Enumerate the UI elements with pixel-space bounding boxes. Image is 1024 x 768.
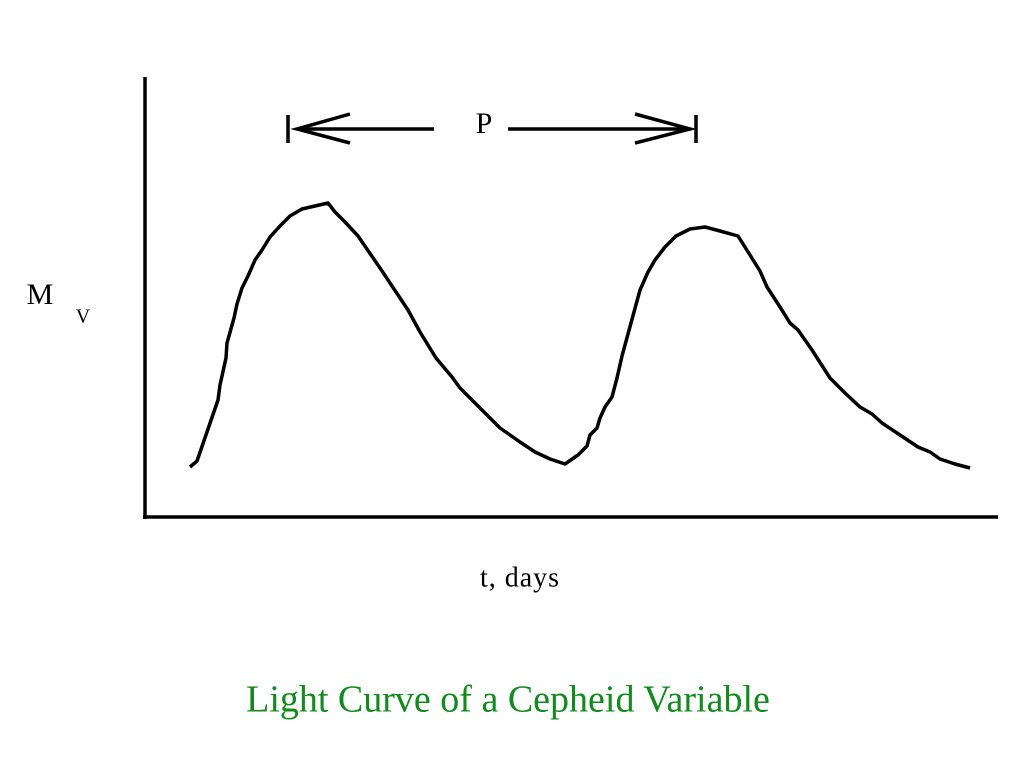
period-arrow <box>286 112 698 145</box>
x-axis-label: t, days <box>480 562 560 593</box>
title: Light Curve of a Cepheid Variable <box>246 679 770 721</box>
y-axis-subscript: V <box>76 306 91 328</box>
light-curve <box>188 201 971 470</box>
period-label: P <box>476 107 493 140</box>
y-axis-label: M <box>27 278 54 311</box>
